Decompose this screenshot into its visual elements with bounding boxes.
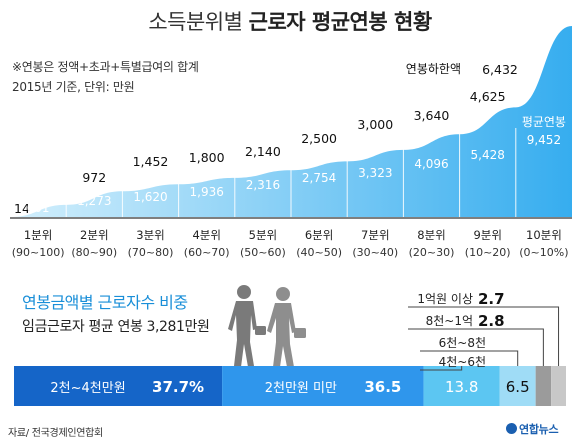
lower-bound-label: 3,640 (414, 108, 450, 123)
average-salary-label: 1,620 (133, 190, 167, 204)
decile-label: 8분위 (417, 228, 445, 242)
average-salary-label: 2,316 (246, 178, 280, 192)
distribution-segment (222, 366, 424, 406)
logo-icon (506, 423, 517, 434)
decile-label: 4분위 (192, 228, 220, 242)
salary-distribution-bar: 2천~4천만원 37.7% 2천만원 미만 36.5 13.8 6.5 1억원 이상 2.7 8… (14, 290, 566, 406)
callout-value: 2.7 (478, 290, 505, 308)
average-salary-area (10, 26, 572, 217)
decile-range-label: (20~30) (409, 246, 455, 259)
decile-range-label: (60~70) (184, 246, 230, 259)
title-bold: 근로자 평균연봉 현황 (248, 10, 433, 34)
decile-label: 5분위 (249, 228, 277, 242)
decile-range-label: (50~60) (240, 246, 286, 259)
average-salary-label: 1,273 (77, 194, 111, 208)
decile-label: 10분위 (526, 228, 562, 242)
decile-range-label: (10~20) (465, 246, 511, 259)
income-decile-area-chart: 14 972 1,452 1,800 2,140 2,500 3,000 3,640 4,625… (10, 26, 572, 259)
callout-value: 2.8 (478, 312, 505, 330)
callout-line (408, 328, 544, 366)
distribution-segment (551, 366, 566, 406)
lower-bound-label: 1,452 (133, 154, 169, 169)
note-year-unit: 2015년 기준, 단위: 만원 (12, 80, 135, 94)
lower-bound-label: 2,500 (301, 131, 337, 146)
callout-label: 1억원 이상 (417, 292, 473, 306)
average-salary-label: 1,936 (190, 185, 224, 199)
decile-label: 3분위 (136, 228, 164, 242)
average-salary-label: 601 (27, 201, 50, 215)
average-salary-label: 9,452 (527, 133, 561, 147)
lower-bound-label: 972 (82, 170, 106, 185)
segment-value: 6.5 (506, 378, 530, 396)
decile-range-label: (30~40) (352, 246, 398, 259)
lower-bound-label: 2,140 (245, 144, 281, 159)
decile-range-label: (40~50) (296, 246, 342, 259)
average-salary-label: 5,428 (471, 148, 505, 162)
callout-label: 6천~8천 (439, 335, 486, 350)
decile-range-label: (90~100) (12, 246, 65, 259)
distribution-segment (423, 366, 500, 406)
distribution-subtitle: 임금근로자 평균 연봉 3,281만원 (22, 319, 210, 335)
source-note: 자료/ 전국경제인연합회 (8, 428, 103, 439)
decile-label: 6분위 (305, 228, 333, 242)
distribution-segment (535, 366, 552, 406)
distribution-segment (14, 366, 223, 406)
distribution-title: 연봉금액별 근로자수 비중 (22, 293, 188, 312)
decile-label: 1분위 (24, 228, 52, 242)
callout-label: 8천~1억 (426, 313, 473, 328)
segment-value: 13.8 (445, 378, 478, 396)
average-salary-label: 3,323 (358, 166, 392, 180)
decile-range-label: (0~10%) (519, 246, 568, 259)
page-title: 소득분위별 근로자 평균연봉 현황 (0, 6, 580, 36)
decile-range-label: (80~90) (71, 246, 117, 259)
average-salary-label: 2,754 (302, 171, 336, 185)
segment-label: 2천만원 미만 (265, 381, 337, 396)
segment-value: 36.5 (364, 378, 401, 396)
segment-label: 2천~4천만원 (50, 381, 125, 396)
title-light: 소득분위별 (148, 10, 243, 34)
decile-range-label: (70~80) (128, 246, 174, 259)
publisher-logo: 연합뉴스 (506, 421, 559, 437)
segment-value: 37.7% (152, 378, 204, 396)
distribution-segment (499, 366, 536, 406)
callout-line (408, 306, 560, 366)
lower-bound-label: 14 (14, 201, 30, 216)
decile-label: 7분위 (361, 228, 389, 242)
decile-label: 2분위 (80, 228, 108, 242)
lower-bound-label: 6,432 (482, 62, 518, 77)
callout-line (420, 366, 463, 371)
logo-text: 연합뉴스 (519, 423, 559, 436)
decile-label: 9분위 (473, 228, 501, 242)
callout-line (420, 350, 519, 366)
lower-bound-legend: 연봉하한액 (406, 62, 461, 76)
average-salary-legend: 평균연봉 (522, 115, 566, 129)
callout-label: 4천~6천 (439, 354, 486, 369)
average-salary-label: 4,096 (414, 157, 448, 171)
lower-bound-label: 4,625 (470, 89, 506, 104)
lower-bound-label: 1,800 (189, 150, 225, 165)
lower-bound-label: 3,000 (357, 117, 393, 132)
note-salary-definition: ※연봉은 정액+초과+특별급여의 합계 (12, 60, 199, 74)
workers-silhouette-icon (228, 285, 306, 367)
